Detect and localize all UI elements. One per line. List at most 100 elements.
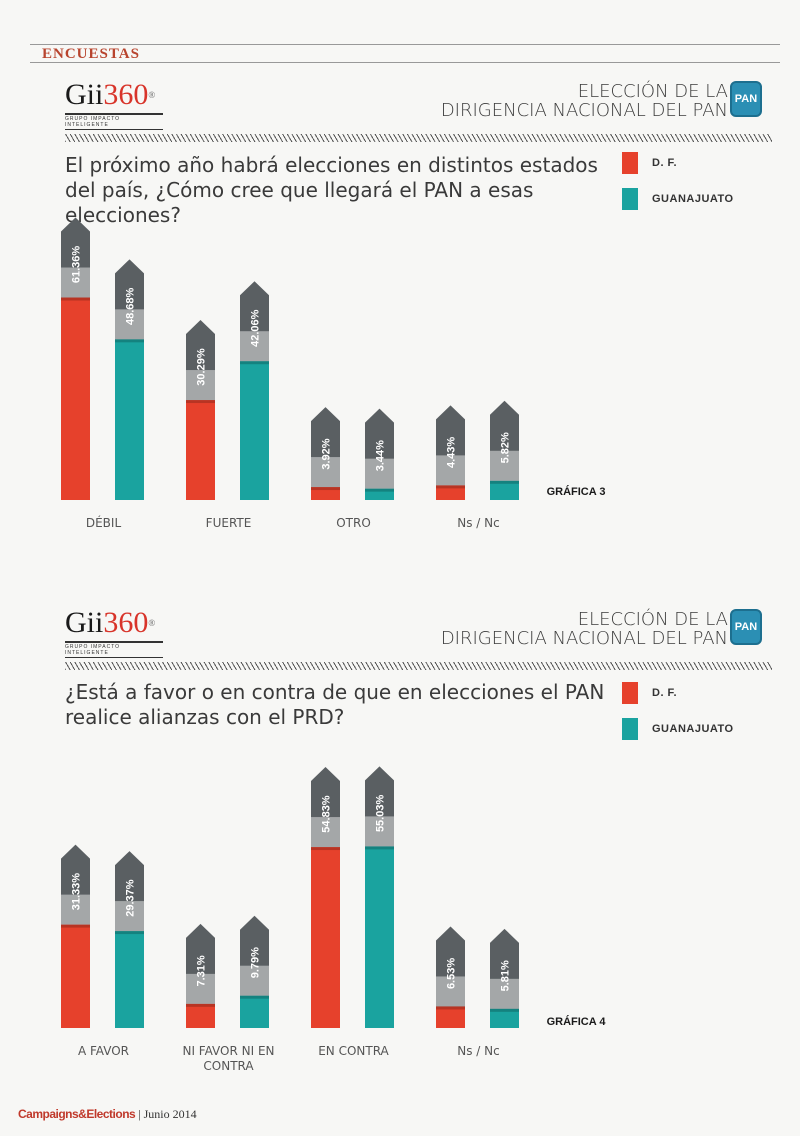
bar-edge-df-3 <box>436 485 465 489</box>
data-label-df-2: 54.83% <box>321 795 333 833</box>
data-label-df-2: 3.92% <box>321 438 333 469</box>
bar-edge-guanajuato-1 <box>240 361 269 365</box>
value-tag-guanajuato-0 <box>115 851 144 932</box>
data-label-df-1: 30.29% <box>196 348 208 386</box>
value-tag-guanajuato-2 <box>365 766 394 847</box>
bar-df-2 <box>311 847 340 1028</box>
bar-guanajuato-2 <box>365 846 394 1028</box>
data-label-guanajuato-1: 9.79% <box>250 947 262 978</box>
data-label-guanajuato-2: 3.44% <box>375 440 387 471</box>
legend-guanajuato: GUANAJUATO <box>622 718 734 740</box>
value-tag-df-0 <box>61 217 90 298</box>
section-tag: ENCUESTAS <box>42 46 140 62</box>
bar-edge-df-3 <box>436 1006 465 1010</box>
data-label-df-1: 7.31% <box>196 955 208 986</box>
footer: Campaigns&Elections | Junio 2014 <box>18 1107 197 1122</box>
value-tag-fade-df-2 <box>311 457 340 488</box>
value-tag-fade-guanajuato-2 <box>365 816 394 847</box>
value-tag-df-3 <box>436 926 465 1007</box>
footer-separator: | <box>138 1107 141 1121</box>
panel-title: ELECCIÓN DE LA DIRIGENCIA NACIONAL DEL P… <box>440 81 728 121</box>
value-tag-df-1 <box>186 923 215 1004</box>
bar-guanajuato-0 <box>115 339 144 500</box>
value-tag-fade-df-2 <box>311 817 340 848</box>
bar-edge-guanajuato-0 <box>115 339 144 343</box>
legend-guanajuato: GUANAJUATO <box>622 188 734 210</box>
logo-subtitle: GRUPO IMPACTO INTELIGENTE <box>65 113 163 130</box>
question-text: ¿Está a favor o en contra de que en elec… <box>65 680 605 729</box>
bar-df-3 <box>436 1006 465 1028</box>
bar-chart-grafica-3: 61.36% 48.68% DÉBIL 30.29% 42.06% FUERTE 3.92%… <box>61 217 605 530</box>
value-tag-fade-df-0 <box>61 267 90 298</box>
legend-swatch-df <box>622 152 638 174</box>
category-label-3: Ns / Nc <box>457 1044 499 1058</box>
grafica-label: GRÁFICA 4 <box>547 1015 607 1028</box>
data-label-guanajuato-3: 5.81% <box>500 960 512 991</box>
value-tag-fade-df-3 <box>436 976 465 1007</box>
data-label-guanajuato-0: 29.37% <box>125 879 137 917</box>
panel-title: ELECCIÓN DE LA DIRIGENCIA NACIONAL DEL P… <box>440 609 728 649</box>
data-label-guanajuato-3: 5.82% <box>500 432 512 463</box>
category-label-1: FUERTE <box>206 516 252 530</box>
value-tag-df-2 <box>311 407 340 488</box>
bar-guanajuato-1 <box>240 995 269 1028</box>
value-tag-fade-guanajuato-0 <box>115 309 144 340</box>
gii360-logo: Gii360® GRUPO IMPACTO INTELIGENTE <box>65 80 163 130</box>
category-label-2: EN CONTRA <box>318 1044 389 1058</box>
hatch-divider <box>65 134 772 142</box>
bar-edge-df-2 <box>311 487 340 491</box>
top-rule <box>30 44 780 45</box>
data-label-df-0: 31.33% <box>71 873 83 911</box>
bar-edge-df-1 <box>186 400 215 404</box>
category-label-0: A FAVOR <box>78 1044 129 1058</box>
bar-edge-guanajuato-0 <box>115 931 144 935</box>
hatch-divider <box>65 662 772 670</box>
legend-swatch-guanajuato <box>622 718 638 740</box>
value-tag-fade-guanajuato-3 <box>490 978 519 1009</box>
category-label-1: CONTRA <box>203 1059 254 1073</box>
gii360-logo: Gii360® GRUPO IMPACTO INTELIGENTE <box>65 608 163 658</box>
value-tag-df-0 <box>61 844 90 925</box>
value-tag-fade-guanajuato-3 <box>490 450 519 481</box>
bar-df-1 <box>186 400 215 500</box>
bar-df-2 <box>311 487 340 500</box>
pan-logo-icon: PAN <box>730 609 762 645</box>
category-label-0: DÉBIL <box>86 515 122 530</box>
data-label-df-3: 4.43% <box>446 437 458 468</box>
value-tag-fade-guanajuato-2 <box>365 458 394 489</box>
bar-edge-guanajuato-2 <box>365 488 394 492</box>
bar-edge-guanajuato-1 <box>240 995 269 999</box>
bar-df-3 <box>436 485 465 500</box>
footer-date: Junio 2014 <box>143 1107 197 1121</box>
data-label-guanajuato-0: 48.68% <box>125 287 137 325</box>
value-tag-guanajuato-3 <box>490 400 519 481</box>
data-label-df-3: 6.53% <box>446 958 458 989</box>
data-label-guanajuato-1: 42.06% <box>250 309 262 347</box>
value-tag-fade-df-0 <box>61 894 90 925</box>
category-label-2: OTRO <box>336 516 371 530</box>
category-label-1: NI FAVOR NI EN <box>182 1044 274 1058</box>
category-label-3: Ns / Nc <box>457 516 499 530</box>
value-tag-fade-df-1 <box>186 973 215 1004</box>
value-tag-fade-guanajuato-1 <box>240 965 269 996</box>
bar-guanajuato-3 <box>490 480 519 500</box>
value-tag-guanajuato-0 <box>115 259 144 340</box>
bar-edge-guanajuato-2 <box>365 846 394 850</box>
bar-df-0 <box>61 924 90 1028</box>
legend-df: D. F. <box>622 152 677 174</box>
value-tag-fade-guanajuato-0 <box>115 901 144 932</box>
legend-df: D. F. <box>622 682 677 704</box>
bar-edge-df-0 <box>61 297 90 301</box>
bar-guanajuato-1 <box>240 361 269 500</box>
bar-df-1 <box>186 1003 215 1028</box>
bar-df-0 <box>61 297 90 500</box>
bar-edge-guanajuato-3 <box>490 1008 519 1012</box>
logo-subtitle: GRUPO IMPACTO INTELIGENTE <box>65 641 163 658</box>
bar-edge-df-1 <box>186 1003 215 1007</box>
value-tag-df-2 <box>311 767 340 848</box>
legend-swatch-df <box>622 682 638 704</box>
bar-chart-grafica-4: 31.33% 29.37% A FAVOR 7.31% 9.79% NI FAVOR NI… <box>61 766 607 1073</box>
value-tag-df-3 <box>436 405 465 486</box>
value-tag-fade-guanajuato-1 <box>240 331 269 362</box>
legend-swatch-guanajuato <box>622 188 638 210</box>
